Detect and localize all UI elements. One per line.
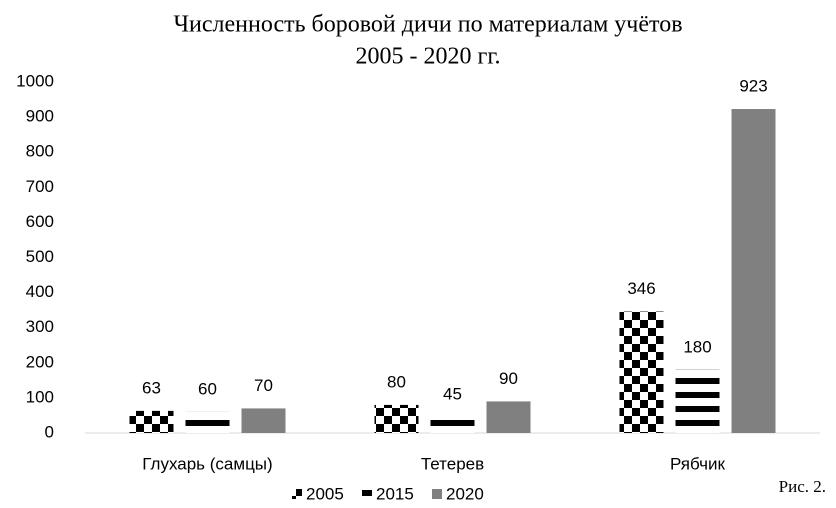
bar bbox=[430, 417, 475, 433]
y-tick-label: 300 bbox=[26, 317, 54, 336]
data-label: 80 bbox=[387, 372, 406, 391]
bar bbox=[374, 404, 419, 433]
legend-swatch bbox=[292, 489, 302, 499]
bar bbox=[241, 408, 286, 433]
x-tick-label: Тетерев bbox=[421, 454, 484, 473]
data-label: 346 bbox=[627, 279, 655, 298]
data-label: 90 bbox=[499, 369, 518, 388]
chart-title: Численность боровой дичи по материалам у… bbox=[173, 12, 682, 38]
bar bbox=[486, 401, 531, 433]
bar bbox=[619, 311, 664, 433]
bar bbox=[185, 411, 230, 433]
data-label: 45 bbox=[443, 385, 462, 404]
x-tick-label: Рябчик bbox=[670, 454, 726, 473]
y-tick-label: 400 bbox=[26, 282, 54, 301]
legend-label: 2015 bbox=[376, 484, 414, 503]
data-label: 70 bbox=[254, 376, 273, 395]
bar bbox=[129, 410, 174, 433]
x-tick-label: Глухарь (самцы) bbox=[142, 454, 272, 473]
bar bbox=[731, 109, 776, 433]
data-label: 923 bbox=[739, 77, 767, 96]
bar bbox=[675, 369, 720, 433]
legend-swatch bbox=[362, 489, 372, 499]
y-tick-label: 0 bbox=[45, 422, 54, 441]
legend-swatch bbox=[432, 489, 442, 499]
annotation: Рис. 2. bbox=[779, 477, 826, 496]
y-tick-label: 600 bbox=[26, 212, 54, 231]
y-tick-label: 200 bbox=[26, 352, 54, 371]
legend-label: 2005 bbox=[306, 484, 344, 503]
y-tick-label: 100 bbox=[26, 387, 54, 406]
data-label: 60 bbox=[198, 379, 217, 398]
y-tick-label: 700 bbox=[26, 177, 54, 196]
y-tick-label: 900 bbox=[26, 107, 54, 126]
chart-subtitle: 2005 - 2020 гг. bbox=[356, 44, 501, 70]
data-label: 63 bbox=[142, 378, 161, 397]
data-label: 180 bbox=[683, 337, 711, 356]
y-tick-label: 800 bbox=[26, 142, 54, 161]
y-tick-label: 1000 bbox=[16, 71, 54, 90]
legend-label: 2020 bbox=[446, 484, 484, 503]
y-tick-label: 500 bbox=[26, 247, 54, 266]
